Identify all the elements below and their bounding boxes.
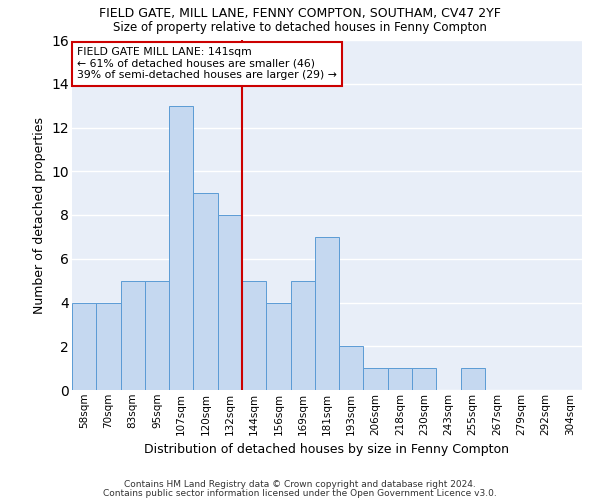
Bar bbox=[388, 368, 412, 390]
Bar bbox=[193, 193, 218, 390]
Text: FIELD GATE, MILL LANE, FENNY COMPTON, SOUTHAM, CV47 2YF: FIELD GATE, MILL LANE, FENNY COMPTON, SO… bbox=[99, 8, 501, 20]
Bar bbox=[290, 280, 315, 390]
Text: Contains HM Land Registry data © Crown copyright and database right 2024.: Contains HM Land Registry data © Crown c… bbox=[124, 480, 476, 489]
Text: Size of property relative to detached houses in Fenny Compton: Size of property relative to detached ho… bbox=[113, 21, 487, 34]
Bar bbox=[339, 346, 364, 390]
Text: Contains public sector information licensed under the Open Government Licence v3: Contains public sector information licen… bbox=[103, 489, 497, 498]
Text: FIELD GATE MILL LANE: 141sqm
← 61% of detached houses are smaller (46)
39% of se: FIELD GATE MILL LANE: 141sqm ← 61% of de… bbox=[77, 47, 337, 80]
Bar bbox=[96, 302, 121, 390]
Bar bbox=[72, 302, 96, 390]
Bar bbox=[169, 106, 193, 390]
Bar bbox=[315, 237, 339, 390]
Bar bbox=[145, 280, 169, 390]
X-axis label: Distribution of detached houses by size in Fenny Compton: Distribution of detached houses by size … bbox=[145, 443, 509, 456]
Bar bbox=[461, 368, 485, 390]
Y-axis label: Number of detached properties: Number of detached properties bbox=[33, 116, 46, 314]
Bar bbox=[218, 215, 242, 390]
Bar bbox=[121, 280, 145, 390]
Bar bbox=[364, 368, 388, 390]
Bar bbox=[242, 280, 266, 390]
Bar bbox=[412, 368, 436, 390]
Bar bbox=[266, 302, 290, 390]
